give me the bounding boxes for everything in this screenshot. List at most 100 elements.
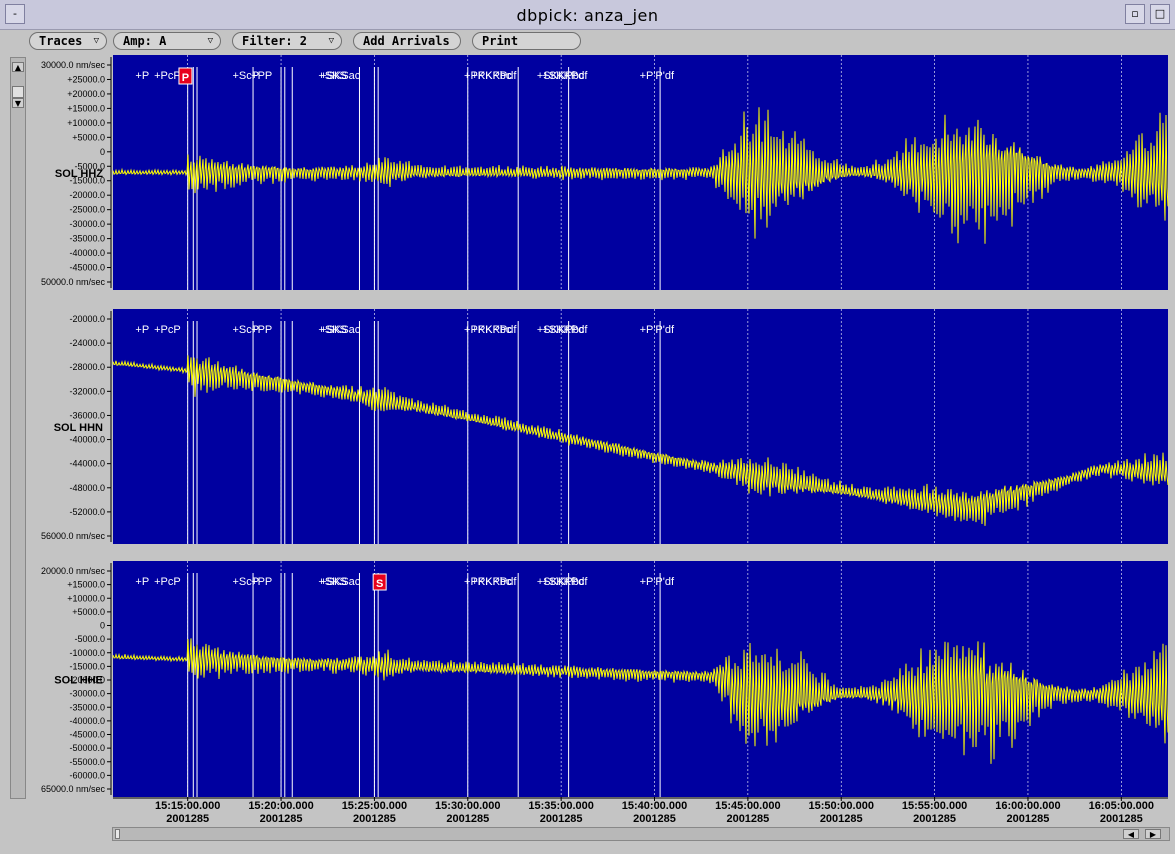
time-tick-label: 16:05:00.000 (1089, 800, 1154, 812)
arrival-label[interactable]: +SKKPdf (542, 70, 588, 82)
arrival-label[interactable]: +P'P'df (640, 576, 675, 588)
add-arrivals-button[interactable]: Add Arrivals (353, 32, 461, 50)
arrival-label[interactable]: +SKSac (320, 576, 361, 588)
horizontal-scrollbar[interactable]: ◀ ▶ (112, 827, 1170, 841)
time-tick-label: 15:30:00.000 (435, 800, 500, 812)
amplitude-tick-label: -20000.0 (69, 675, 105, 685)
arrival-label[interactable]: +SKKPbc (537, 576, 585, 588)
arrival-label[interactable]: +P (135, 70, 149, 82)
arrival-label[interactable]: +PcP (154, 324, 181, 336)
date-tick-label: 2001285 (166, 813, 209, 825)
trace-background[interactable] (113, 309, 1168, 544)
time-axis: 15:15:00.000200128515:20:00.000200128515… (113, 797, 1168, 825)
phase-pick-flag[interactable] (372, 573, 387, 591)
arrival-label[interactable]: +SKKPdf (542, 324, 588, 336)
arrival-label[interactable]: +ScP (233, 576, 260, 588)
amplitude-tick-label: -45000.0 (69, 263, 105, 273)
seismic-trace[interactable] (112, 355, 1169, 526)
amp-menu-button[interactable]: Amp: A ▽ (113, 32, 221, 50)
arrival-label[interactable]: +SKSac (320, 324, 361, 336)
arrival-label[interactable]: +SKKPbc (537, 324, 585, 336)
traces-menu-button[interactable]: Traces ▽ (29, 32, 107, 50)
arrival-label[interactable]: +SKS (318, 324, 346, 336)
seismic-trace[interactable] (112, 107, 1169, 244)
arrival-label[interactable]: +PKKPbc (464, 324, 512, 336)
arrival-label[interactable]: +PcP (154, 576, 181, 588)
up-arrow-icon[interactable]: ▲ (12, 62, 24, 72)
amplitude-tick-label: -55000.0 (69, 757, 105, 767)
arrival-label[interactable]: +ScP (233, 324, 260, 336)
amplitude-tick-label: +25000.0 (67, 74, 105, 84)
amplitude-tick-label: -52000.0 (69, 507, 105, 517)
amplitude-tick-label: 65000.0 nm/sec (41, 784, 106, 794)
window-menu-button[interactable]: - (5, 4, 25, 24)
filter-menu-button[interactable]: Filter: 2 ▽ (232, 32, 342, 50)
arrival-label[interactable]: +SKSac (320, 70, 361, 82)
phase-pick-label[interactable]: P (182, 72, 189, 84)
arrival-label[interactable]: +PP (251, 576, 272, 588)
channel-panel[interactable]: 30000.0 nm/sec +25000.0 +20000.0 +15000.0 +1… (41, 55, 1169, 290)
arrival-label[interactable]: +PKKPbc (464, 70, 512, 82)
amplitude-tick-label: -20000.0 (69, 190, 105, 200)
right-arrow-icon[interactable]: ▶ (1145, 829, 1161, 839)
filter-label: Filter: 2 (242, 34, 308, 48)
amplitude-tick-label: -45000.0 (69, 730, 105, 740)
amplitude-tick-label: -60000.0 (69, 770, 105, 780)
arrival-label[interactable]: +P'P'df (640, 70, 675, 82)
amplitude-tick-label: -28000.0 (69, 362, 105, 372)
arrival-label[interactable]: +PKKPdf (472, 70, 518, 82)
window-title: dbpick: anza_jen (516, 6, 659, 25)
arrival-label[interactable]: +SKS (318, 576, 346, 588)
amplitude-tick-label: +10000.0 (67, 118, 105, 128)
amplitude-tick-label: 0 (100, 147, 105, 157)
amplitude-tick-label: +5000.0 (72, 607, 105, 617)
arrival-label[interactable]: +SKS (318, 70, 346, 82)
amplitude-tick-label: -30000.0 (69, 689, 105, 699)
horizontal-scroll-thumb[interactable] (115, 829, 120, 839)
amplitude-tick-label: 56000.0 nm/sec (41, 531, 106, 541)
toolbar: Traces ▽ Amp: A ▽ Filter: 2 ▽ Add Arriva… (0, 30, 1175, 54)
arrival-label[interactable]: +PP (251, 70, 272, 82)
arrival-label[interactable]: +P (135, 576, 149, 588)
amplitude-tick-label: -20000.0 (69, 314, 105, 324)
amplitude-tick-label: -5000.0 (74, 634, 105, 644)
arrival-label[interactable]: +PcP (154, 70, 181, 82)
amplitude-tick-label: 20000.0 nm/sec (41, 566, 106, 576)
date-tick-label: 2001285 (1007, 813, 1050, 825)
maximize-button[interactable]: □ (1150, 4, 1170, 24)
amplitude-tick-label: +5000.0 (72, 132, 105, 142)
amplitude-tick-label: -30000.0 (69, 219, 105, 229)
print-button[interactable]: Print (472, 32, 581, 50)
arrival-label[interactable]: +SKKPdf (542, 576, 588, 588)
time-tick-label: 15:45:00.000 (715, 800, 780, 812)
amplitude-tick-label: -25000.0 (69, 205, 105, 215)
amplitude-tick-label: 0 (100, 621, 105, 631)
time-tick-label: 15:55:00.000 (902, 800, 967, 812)
arrival-label[interactable]: +PKKPdf (472, 576, 518, 588)
dropdown-arrow-icon: ▽ (328, 36, 334, 46)
arrival-label[interactable]: +PP (251, 324, 272, 336)
amplitude-tick-label: -48000.0 (69, 483, 105, 493)
arrival-label[interactable]: +ScP (233, 70, 260, 82)
seismic-trace[interactable] (112, 638, 1169, 764)
channel-panel[interactable]: 20000.0 nm/sec +15000.0 +10000.0 +5000.0 0 -5… (41, 561, 1169, 797)
phase-pick-label[interactable]: S (376, 578, 383, 590)
amplitude-tick-label: -44000.0 (69, 459, 105, 469)
arrival-label[interactable]: +P (135, 324, 149, 336)
down-arrow-icon[interactable]: ▼ (12, 98, 24, 108)
left-arrow-icon[interactable]: ◀ (1123, 829, 1139, 839)
arrival-label[interactable]: +PKKPdf (472, 324, 518, 336)
amplitude-tick-label: 30000.0 nm/sec (41, 60, 106, 70)
vertical-scrollbar[interactable]: ▲ ▼ (10, 57, 26, 799)
arrival-label[interactable]: +SKKPbc (537, 70, 585, 82)
phase-pick-flag[interactable] (178, 67, 193, 85)
title-bar[interactable]: - dbpick: anza_jen ▫ □ (0, 0, 1175, 30)
vertical-scroll-thumb[interactable] (12, 86, 24, 98)
arrival-label[interactable]: +PKKPbc (464, 576, 512, 588)
arrival-label[interactable]: +P'P'df (640, 324, 675, 336)
seismogram-display[interactable]: 30000.0 nm/sec +25000.0 +20000.0 +15000.0 +1… (0, 55, 1175, 825)
amplitude-tick-label: +20000.0 (67, 89, 105, 99)
channel-panel[interactable]: -20000.0 -24000.0 -28000.0 -32000.0 -36000.0… (41, 309, 1169, 544)
amplitude-tick-label: -50000.0 (69, 743, 105, 753)
minimize-button[interactable]: ▫ (1125, 4, 1145, 24)
